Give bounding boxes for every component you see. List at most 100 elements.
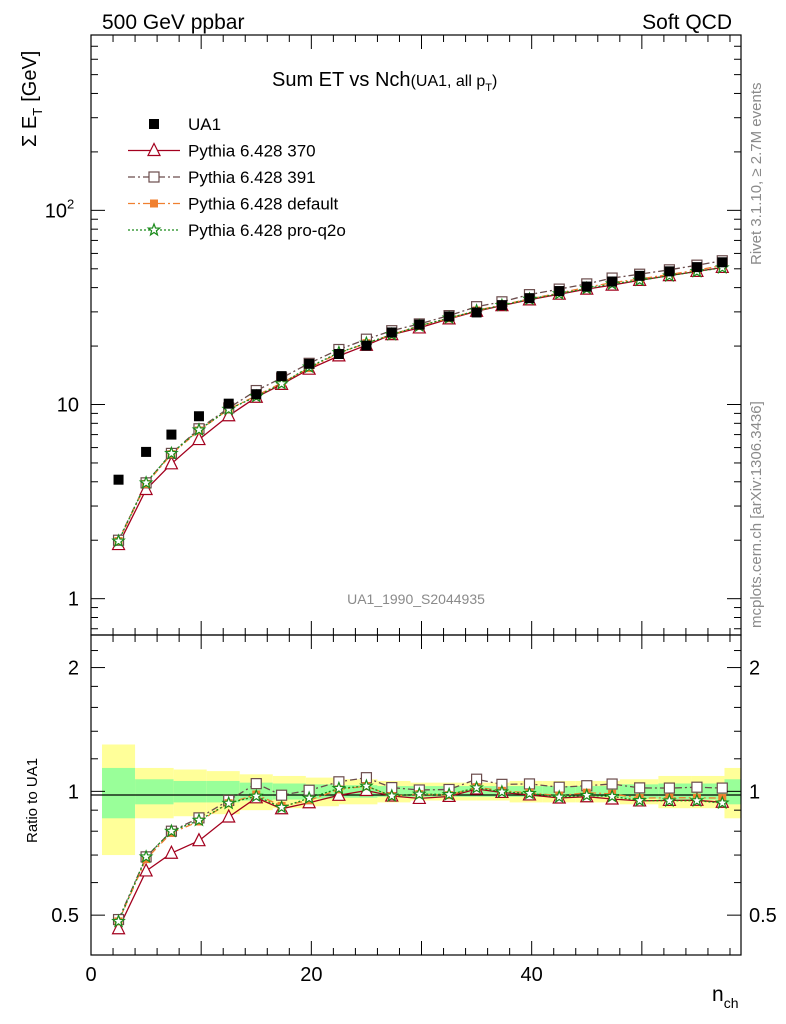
rivet-info-label: Rivet 3.1.10, ≥ 2.7M events <box>748 83 765 266</box>
series-4-main-line <box>117 267 723 542</box>
chart-title-suffix: (UA1, all p <box>411 73 486 90</box>
series-2-ratio-point <box>275 789 288 801</box>
ua1-data-point <box>444 311 455 322</box>
green-band-segment <box>135 779 174 805</box>
series-4-ratio-point <box>138 849 154 864</box>
legend-label: Pythia 6.428 pro-q2o <box>188 221 346 240</box>
series-4-ratio-point <box>301 790 317 805</box>
main-y-tick-label: 1 <box>68 589 79 611</box>
ua1-data-point <box>664 266 675 277</box>
main-data-layer <box>111 255 730 551</box>
series-4-main-point <box>274 375 289 390</box>
ua1-data-point <box>607 276 618 287</box>
legend-marker <box>147 142 161 157</box>
series-4-ratio-point <box>579 787 595 802</box>
series-1-ratio-point <box>331 786 346 801</box>
ratio-panel: 0.5 0.51 12 20 20 40 <box>51 634 777 986</box>
main-y-tick-label-exponent: 2 <box>67 196 74 211</box>
series-4-main-point <box>111 533 126 548</box>
ratio-y-tick-label: 2 <box>68 658 79 680</box>
green-band-segment <box>575 786 620 797</box>
ua1-data-point <box>333 349 344 360</box>
chart-title-suffix-sub: T <box>485 82 492 94</box>
ua1-data-point <box>554 286 565 297</box>
legend-label: Pythia 6.428 default <box>188 195 339 214</box>
header-category-label: Soft QCD <box>642 11 732 34</box>
series-4-ratio-point <box>111 913 126 928</box>
ratio-y-tick-label-right: 0.5 <box>749 905 777 927</box>
green-band-segment <box>102 767 136 819</box>
ua1-data-point <box>361 340 372 351</box>
x-label-main: n <box>712 983 724 1006</box>
series-1-main-point <box>221 407 236 422</box>
series-1-ratio-point <box>111 920 126 935</box>
header-energy-label: 500 GeV ppbar <box>102 11 244 34</box>
main-y-label-symbol: Σ E <box>19 116 41 147</box>
series-3-ratio-line <box>117 785 723 922</box>
ua1-data-point <box>471 307 482 318</box>
series-3-main-line <box>117 264 723 542</box>
series-2-ratio-point <box>634 782 646 794</box>
chart-title-main: Sum ET vs Nch <box>272 69 411 91</box>
series-4-ratio-point <box>689 792 705 808</box>
series-4-ratio-point <box>411 786 427 801</box>
series-4-ratio-point <box>164 823 179 838</box>
series-4-ratio-point <box>221 795 237 810</box>
ua1-data-point <box>276 371 287 382</box>
legend-label: Pythia 6.428 391 <box>188 168 316 187</box>
series-2-ratio-point <box>691 781 703 793</box>
legend-label: Pythia 6.428 370 <box>188 142 316 161</box>
series-1-main-line <box>117 266 723 545</box>
legend: UA1 Pythia 6.428 370 Pythia 6.428 391 Pythi… <box>128 115 346 240</box>
series-4-ratio-point <box>274 799 289 814</box>
x-label-sub: ch <box>724 995 739 1011</box>
main-y-label-unit: [GeV] <box>19 51 41 102</box>
series-4-main-point <box>138 475 154 490</box>
ratio-y-tick-label: 1 <box>68 781 79 803</box>
series-4-ratio-point <box>191 812 207 827</box>
series-4-ratio-point <box>662 793 677 808</box>
legend-marker <box>148 171 160 183</box>
ratio-y-tick-label-right: 1 <box>749 781 760 803</box>
ua1-data-point <box>251 389 262 400</box>
series-2-ratio-point <box>606 778 618 790</box>
ratio-data-layer <box>111 772 730 935</box>
green-band-segment <box>173 780 207 803</box>
chart-title-suffix-end: ) <box>492 73 497 90</box>
main-y-tick-label: 10 <box>45 200 67 222</box>
series-4-main-point <box>164 445 179 460</box>
series-1-main-point <box>191 431 206 446</box>
series-2-main-line <box>117 260 723 541</box>
ua1-data-point <box>496 300 507 311</box>
series-4-ratio-point <box>522 785 537 800</box>
series-1-ratio-point <box>164 844 179 859</box>
x-tick-label: 40 <box>521 964 543 986</box>
ratio-panel-frame <box>90 634 742 956</box>
series-4-main-point <box>191 422 207 437</box>
series-4-ratio-point <box>604 788 620 803</box>
series-4-ratio-point <box>384 788 400 803</box>
series-2-ratio-point <box>250 778 262 790</box>
series-1-ratio-point <box>221 808 236 823</box>
legend-marker <box>149 119 159 129</box>
series-1-ratio-point <box>139 862 154 877</box>
series-4-ratio-point <box>551 789 567 804</box>
ua1-data-point <box>581 281 592 292</box>
ua1-data-point <box>717 257 728 268</box>
x-axis-label: nch <box>712 983 738 1011</box>
ua1-data-point <box>691 262 702 273</box>
ratio-y-tick-label-right: 2 <box>749 658 760 680</box>
legend-marker <box>150 199 158 208</box>
series-4-ratio-point <box>359 778 374 793</box>
series-4-ratio-point <box>331 780 347 795</box>
analysis-id-label: UA1_1990_S2044935 <box>347 591 485 607</box>
main-y-tick-label: 10 <box>57 395 79 417</box>
series-1-main-point <box>164 455 179 470</box>
legend-marker <box>146 222 162 237</box>
series-4-ratio-point <box>469 780 484 794</box>
ua1-data-point <box>223 398 234 409</box>
series-4-ratio-point <box>714 795 730 810</box>
